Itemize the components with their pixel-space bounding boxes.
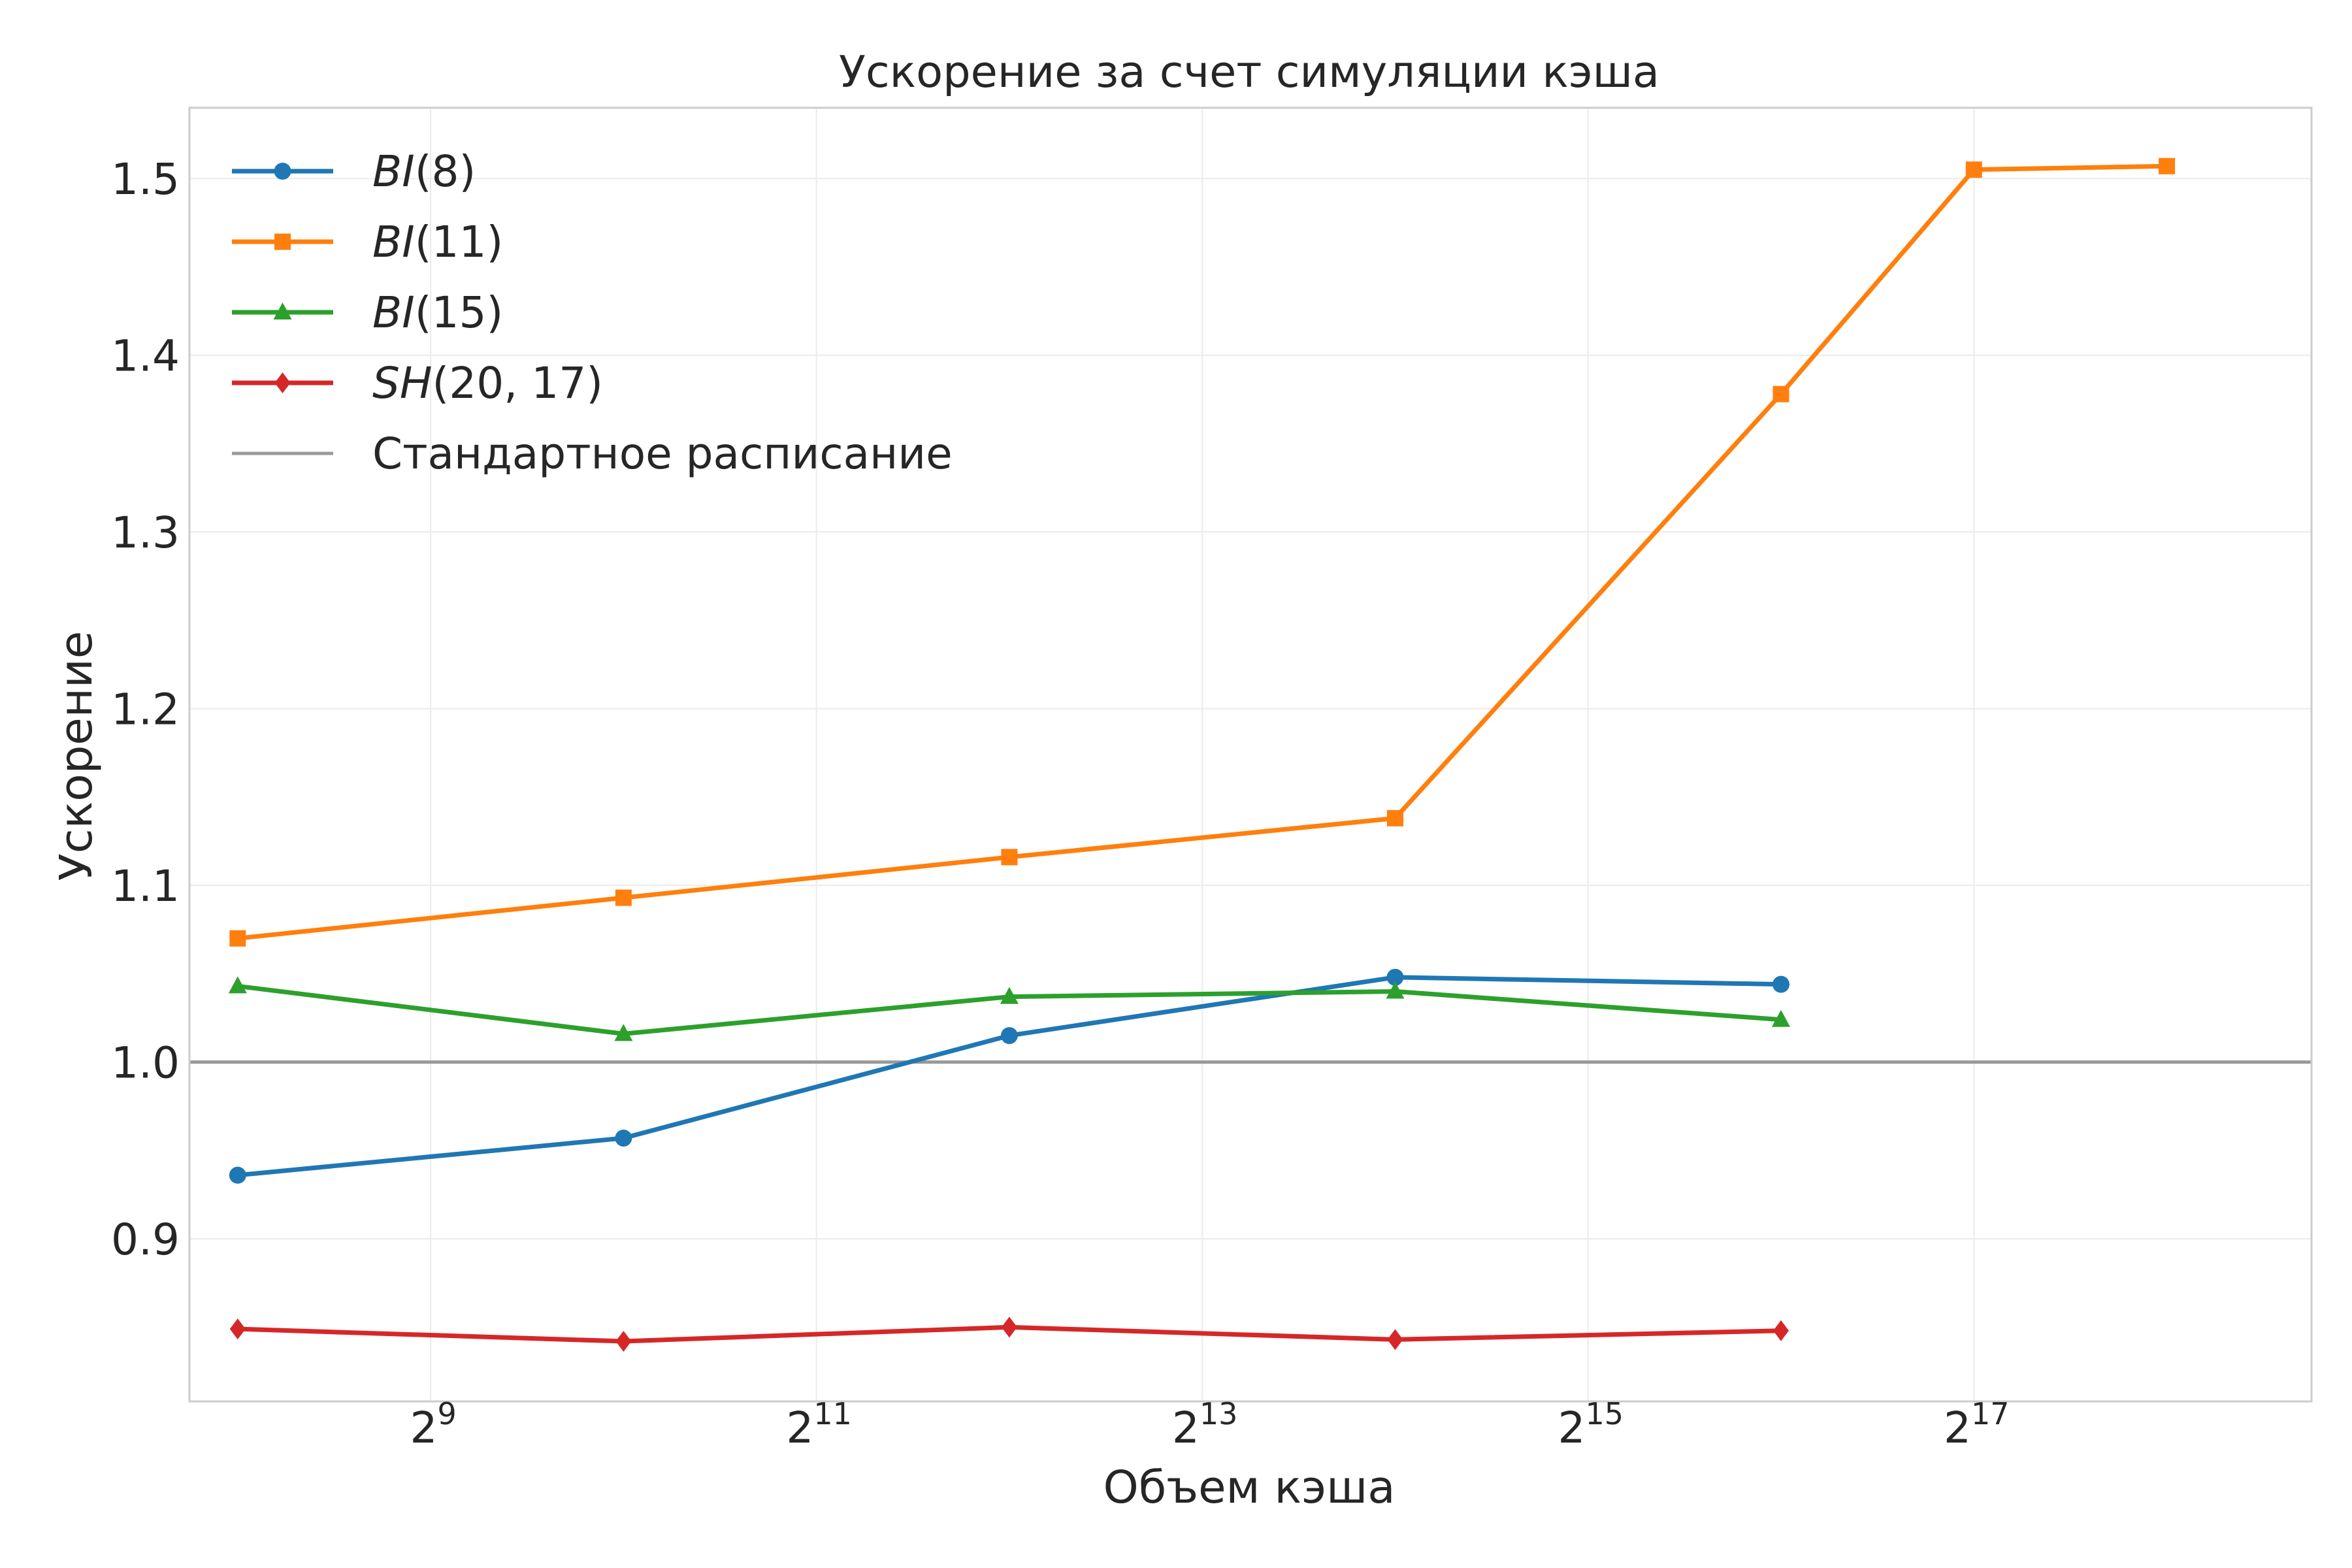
chart-title: Ускорение за счет симуляции кэша xyxy=(839,46,1659,97)
data-point xyxy=(615,1331,632,1352)
series-1 xyxy=(229,157,2176,947)
legend: BI(8) BI(11) BI(15) SH(20, 17) Стандартное р… xyxy=(232,146,953,479)
data-point xyxy=(1000,987,1019,1004)
x-tick-label: 211 xyxy=(786,1396,852,1453)
data-point xyxy=(615,1129,632,1147)
legend-label: BI(11) xyxy=(372,217,503,267)
legend-entry: BI(15) xyxy=(232,287,503,338)
plot-frame xyxy=(188,106,2313,1403)
data-point xyxy=(229,1318,246,1340)
legend-marker xyxy=(274,233,291,250)
legend-label: SH(20, 17) xyxy=(372,358,603,408)
legend-entry-reference: Стандартное расписание xyxy=(232,429,953,479)
legend-entry: BI(8) xyxy=(232,146,476,197)
data-point xyxy=(1001,849,1018,866)
y-tick-label: 1.5 xyxy=(111,154,180,204)
legend-label: BI(15) xyxy=(372,287,503,338)
data-point xyxy=(229,930,246,947)
y-tick-label: 1.0 xyxy=(111,1038,180,1088)
legend-marker xyxy=(273,302,292,319)
data-point xyxy=(1772,1009,1790,1027)
series-2 xyxy=(228,976,1790,1041)
data-point xyxy=(228,976,247,994)
data-point xyxy=(615,889,632,906)
legend-entry: BI(11) xyxy=(232,217,503,267)
data-point xyxy=(1386,809,1403,826)
x-tick-label: 213 xyxy=(1172,1396,1238,1453)
y-axis-label: Ускорение xyxy=(50,631,103,881)
y-axis-ticks: 0.9 1.0 1.1 1.2 1.3 1.4 1.5 xyxy=(111,154,180,1265)
x-tick-label: 29 xyxy=(410,1396,456,1453)
data-point xyxy=(1772,385,1789,402)
y-tick-label: 1.2 xyxy=(111,685,180,735)
data-point xyxy=(1773,1320,1789,1341)
y-tick-label: 1.1 xyxy=(111,861,180,911)
data-point xyxy=(1386,981,1405,999)
x-axis-label: Объем кэша xyxy=(1103,1462,1395,1514)
series-3 xyxy=(229,1316,1789,1352)
data-point xyxy=(1000,1027,1018,1045)
legend-label: Стандартное расписание xyxy=(372,429,953,479)
data-point xyxy=(1386,968,1404,986)
data-point xyxy=(229,1166,246,1184)
series-layer xyxy=(228,157,2176,1352)
data-point xyxy=(2159,157,2176,174)
data-point xyxy=(1772,975,1789,993)
y-tick-label: 0.9 xyxy=(111,1215,180,1265)
legend-label: BI(8) xyxy=(372,146,476,197)
data-point xyxy=(1001,1316,1017,1338)
legend-marker xyxy=(274,163,291,180)
y-tick-label: 1.3 xyxy=(111,508,180,558)
y-tick-label: 1.4 xyxy=(111,331,180,382)
legend-marker xyxy=(274,372,291,393)
legend-entry: SH(20, 17) xyxy=(232,358,603,408)
x-axis-ticks: 29 211 213 215 217 xyxy=(410,1396,2009,1453)
data-point xyxy=(1965,161,1982,178)
data-point xyxy=(1387,1329,1403,1350)
x-tick-label: 215 xyxy=(1558,1396,1624,1453)
data-point xyxy=(614,1024,633,1041)
series-0 xyxy=(229,968,1789,1184)
x-tick-label: 217 xyxy=(1944,1396,2010,1453)
